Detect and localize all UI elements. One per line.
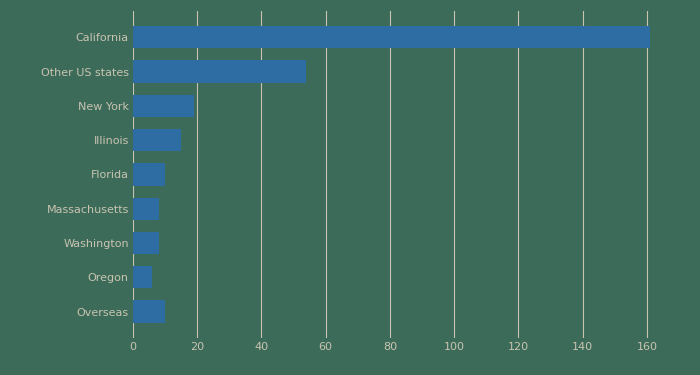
Bar (133, 129, 181, 151)
Bar (133, 163, 165, 186)
Bar (133, 94, 194, 117)
Bar (133, 198, 159, 220)
Bar (133, 300, 165, 322)
Bar (133, 266, 153, 288)
Bar (133, 60, 307, 82)
Bar (133, 26, 650, 48)
Bar (133, 232, 159, 254)
